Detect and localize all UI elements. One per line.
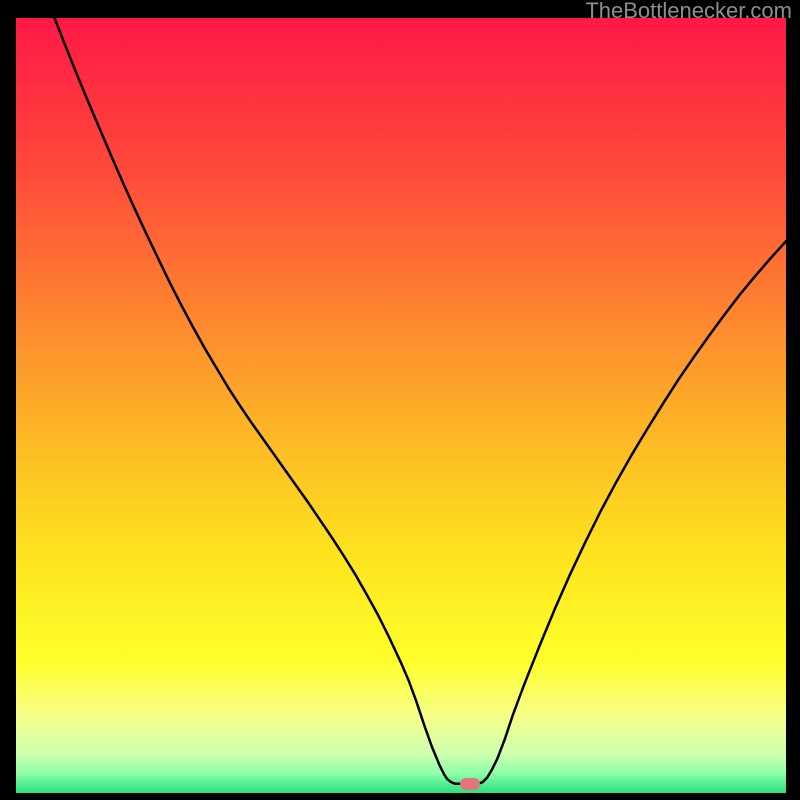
chart-container: TheBottlenecker.com [0, 0, 800, 800]
plot-area [16, 18, 786, 793]
optimal-point-marker [460, 778, 480, 790]
watermark-text: TheBottlenecker.com [585, 0, 792, 22]
gradient-background [16, 18, 786, 793]
